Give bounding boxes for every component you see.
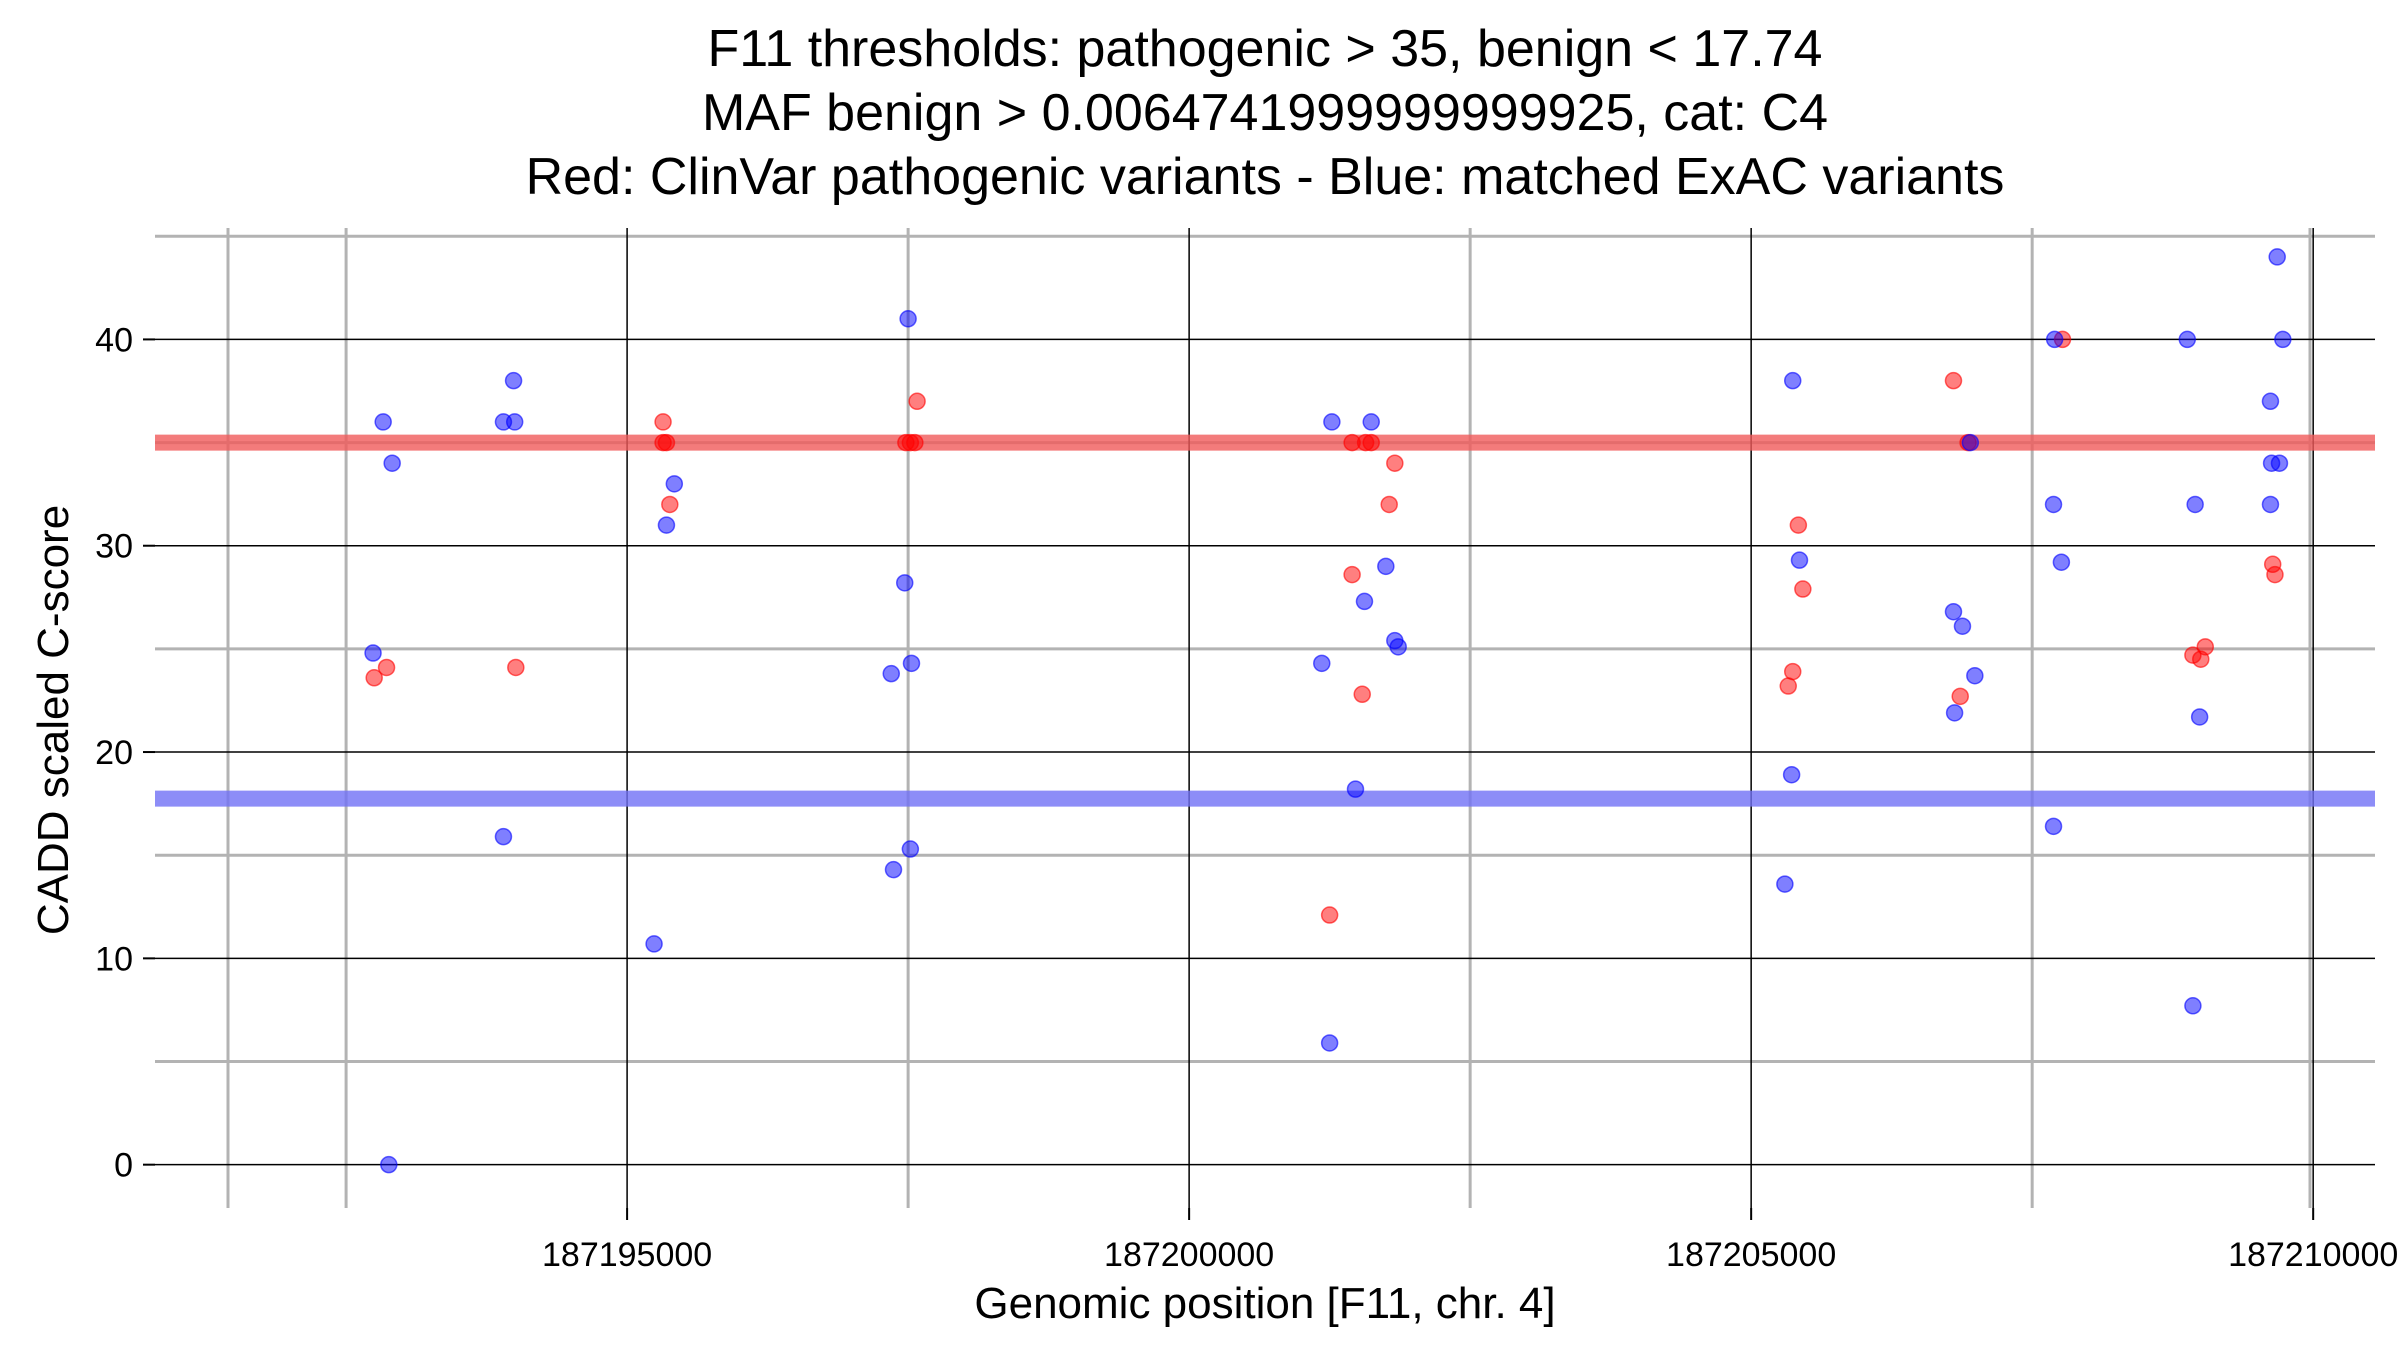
title-line-3: Red: ClinVar pathogenic variants - Blue:…	[526, 148, 2005, 206]
exac-point	[1320, 1034, 1339, 1052]
exac-point	[2184, 997, 2202, 1015]
exac-point	[1966, 666, 1984, 685]
y-tick-label: 30	[95, 528, 133, 566]
exac-point	[374, 413, 392, 431]
x-tick-label: 187210000	[2228, 1236, 2398, 1274]
x-tick-label: 187205000	[1666, 1236, 1836, 1274]
pathogenic-point	[906, 433, 924, 452]
exac-point	[383, 454, 401, 472]
pathogenic-point	[1320, 906, 1339, 924]
pathogenic-point	[657, 433, 676, 452]
pathogenic-point	[1380, 495, 1398, 514]
pathogenic-point	[2266, 565, 2284, 584]
exac-point	[895, 574, 914, 592]
exac-point	[884, 860, 903, 879]
exac-point	[1953, 617, 1972, 635]
pathogenic-point	[908, 392, 926, 411]
exac-point	[1313, 654, 1331, 673]
exac-point	[899, 310, 917, 328]
exac-point	[505, 413, 524, 431]
pathogenic-point	[1362, 433, 1380, 452]
exac-point	[1362, 413, 1380, 431]
exac-point	[1355, 592, 1374, 611]
exac-point	[1346, 780, 1365, 798]
exac-point	[2261, 495, 2280, 514]
x-tick-label: 187195000	[542, 1236, 712, 1274]
exac-point	[2190, 708, 2209, 726]
exac-point	[657, 516, 676, 534]
tick-labels: 0 10 20 30 40 187195000 187200000 187205000 1872…	[95, 321, 2398, 1274]
pathogenic-point	[661, 495, 679, 514]
pathogenic-point	[507, 658, 525, 677]
pathogenic-point	[1944, 371, 1963, 390]
exac-point	[2178, 330, 2197, 349]
threshold-lines	[155, 434, 2375, 807]
pathogenic-point	[1779, 677, 1797, 695]
pathogenic-point	[1783, 662, 1802, 681]
data-points	[364, 248, 2292, 1174]
pathogenic-point	[1386, 454, 1404, 472]
exac-point	[2045, 330, 2064, 349]
pathogenic-point	[1951, 687, 1969, 706]
exac-point	[1944, 602, 1963, 621]
exac-point	[1945, 704, 1964, 722]
exac-point	[2270, 454, 2289, 472]
exac-point	[494, 827, 513, 846]
exac-point	[645, 935, 663, 953]
x-axis-title: Genomic position [F11, chr. 4]	[974, 1279, 1555, 1328]
exac-point	[380, 1155, 398, 1174]
y-axis-title: CADD scaled C-score	[29, 505, 78, 935]
exac-point	[902, 654, 921, 673]
pathogenic-point	[1789, 516, 1808, 534]
exac-point	[2044, 817, 2063, 836]
x-tick-label: 187200000	[1104, 1236, 1274, 1274]
y-tick-label: 20	[95, 734, 133, 772]
exac-point	[1776, 875, 1794, 893]
exac-point	[1389, 638, 1407, 656]
pathogenic-point	[2196, 638, 2215, 656]
exac-point	[1961, 433, 1980, 452]
y-tick-label: 10	[95, 940, 133, 978]
exac-point	[1377, 557, 1395, 576]
minor-gridlines	[155, 228, 2375, 1208]
exac-point	[1790, 551, 1809, 569]
exac-point	[1782, 765, 1801, 784]
title-line-1: F11 thresholds: pathogenic > 35, benign …	[708, 20, 1823, 78]
exac-point	[2261, 392, 2280, 411]
exac-point	[364, 644, 382, 662]
axis-ticks	[143, 338, 2315, 1220]
pathogenic-point	[365, 669, 383, 687]
pathogenic-point	[1353, 685, 1371, 704]
exac-point	[2268, 248, 2286, 266]
exac-point	[2274, 330, 2292, 349]
exac-point	[1783, 371, 1802, 390]
exac-point	[504, 371, 523, 390]
y-tick-label: 40	[95, 321, 133, 359]
y-tick-label: 0	[114, 1147, 133, 1185]
exac-point	[665, 475, 684, 493]
exac-point	[2044, 495, 2063, 514]
pathogenic-point	[1794, 580, 1812, 598]
exac-point	[2186, 495, 2204, 514]
exac-point	[882, 664, 901, 683]
exac-point	[901, 840, 920, 858]
chart-title: F11 thresholds: pathogenic > 35, benign …	[526, 20, 2005, 206]
exac-point	[1323, 413, 1341, 431]
pathogenic-point	[654, 413, 672, 431]
pathogenic-point	[377, 658, 396, 677]
exac-point	[2052, 553, 2071, 571]
pathogenic-point	[1343, 565, 1361, 584]
major-gridlines	[155, 228, 2375, 1208]
title-line-2: MAF benign > 0.0064741999999999925, cat:…	[702, 84, 1828, 142]
